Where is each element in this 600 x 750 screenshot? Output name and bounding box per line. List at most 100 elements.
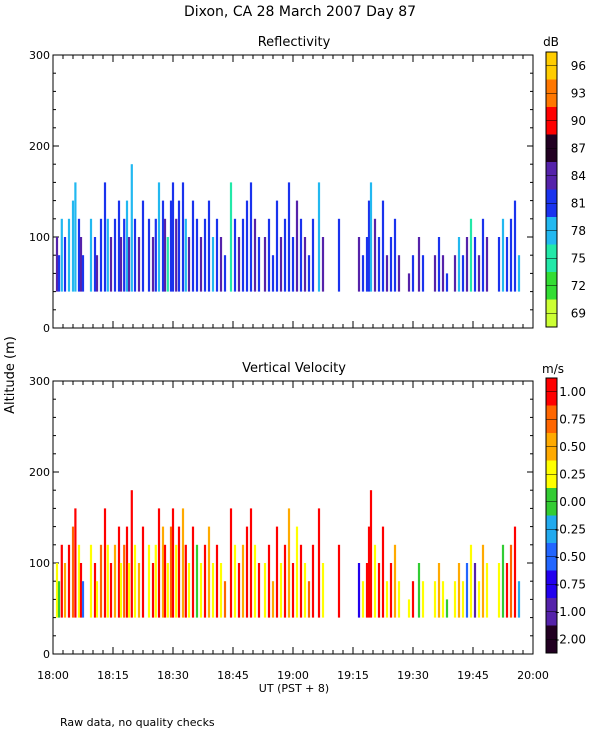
echo-column xyxy=(321,237,325,292)
echo-column xyxy=(125,200,129,292)
x-tick-label: 18:15 xyxy=(97,669,129,682)
echo-column xyxy=(163,544,167,618)
echo-column xyxy=(385,581,389,618)
x-tick-label: 18:45 xyxy=(217,669,249,682)
echo-column xyxy=(303,563,307,618)
x-tick-label: 19:00 xyxy=(277,669,309,682)
echo-column xyxy=(57,581,61,618)
echo-column xyxy=(481,218,485,292)
y-tick-label: 100 xyxy=(29,557,50,570)
echo-column xyxy=(457,237,461,292)
echo-column xyxy=(393,218,397,292)
echo-column xyxy=(207,200,211,292)
echo-column xyxy=(141,526,145,618)
echo-column xyxy=(219,237,223,292)
echo-column xyxy=(377,563,381,618)
echo-column xyxy=(249,508,253,618)
echo-column xyxy=(465,563,469,618)
echo-column xyxy=(287,508,291,618)
echo-column xyxy=(130,490,133,618)
echo-column xyxy=(215,218,219,292)
echo-column xyxy=(211,563,215,618)
echo-column xyxy=(373,544,377,618)
echo-column xyxy=(505,237,509,292)
echo-column xyxy=(229,182,233,292)
echo-column xyxy=(177,526,181,618)
echo-column xyxy=(407,273,411,292)
colorbar-label: 78 xyxy=(571,224,586,238)
echo-column xyxy=(93,237,97,292)
x-tick-label: 19:30 xyxy=(397,669,429,682)
echo-column xyxy=(441,581,445,618)
echo-column xyxy=(171,508,175,618)
echo-column xyxy=(154,218,157,292)
echo-column xyxy=(517,255,521,292)
echo-column xyxy=(74,508,77,618)
echo-column xyxy=(509,218,513,292)
x-tick-label: 18:00 xyxy=(37,669,69,682)
x-tick-label: 18:30 xyxy=(157,669,189,682)
colorbar-label: 0.25 xyxy=(559,467,586,481)
echo-column xyxy=(477,581,481,618)
echo-column xyxy=(113,218,117,292)
velocity-panel: Vertical Velocity 0 100 200 300 18:00 18:15 1… xyxy=(29,361,586,682)
echo-column xyxy=(389,563,393,618)
echo-column xyxy=(473,237,477,292)
echo-column xyxy=(299,218,303,292)
echo-column xyxy=(283,218,287,292)
velocity-title: Vertical Velocity xyxy=(242,361,346,376)
echo-column xyxy=(127,563,131,618)
echo-column xyxy=(117,200,121,292)
echo-column xyxy=(109,563,113,618)
colorbar-label: -0.75 xyxy=(555,577,586,591)
echo-column xyxy=(287,182,291,292)
echo-column xyxy=(93,563,97,618)
echo-column xyxy=(299,544,303,618)
echo-column xyxy=(361,581,365,618)
echo-column xyxy=(283,544,287,618)
echo-column xyxy=(199,237,203,292)
echo-column xyxy=(175,544,178,618)
echo-column xyxy=(433,581,437,618)
echo-column xyxy=(257,237,261,292)
echo-column xyxy=(119,237,123,292)
echo-column xyxy=(357,563,361,618)
echo-column xyxy=(123,544,126,618)
echo-column xyxy=(321,563,325,618)
colorbar-label: 84 xyxy=(571,169,586,183)
echo-column xyxy=(163,218,167,292)
echo-column xyxy=(177,200,181,292)
echo-column xyxy=(357,237,361,292)
echo-column xyxy=(417,563,421,618)
y-tick-label: 300 xyxy=(29,375,50,388)
echo-column xyxy=(157,508,161,618)
echo-column xyxy=(103,508,107,618)
echo-column xyxy=(127,237,131,292)
echo-column xyxy=(245,200,249,292)
echo-column xyxy=(267,544,271,618)
echo-column xyxy=(130,164,133,292)
colorbar-label: 93 xyxy=(571,86,586,100)
echo-column xyxy=(119,563,123,618)
echo-column xyxy=(469,544,473,618)
echo-column xyxy=(77,218,81,292)
y-tick-label: 200 xyxy=(29,466,50,479)
echo-column xyxy=(367,526,371,618)
echo-column xyxy=(361,255,365,292)
echo-column xyxy=(267,218,271,292)
echo-column xyxy=(184,218,187,292)
echo-column xyxy=(233,218,237,292)
echo-column xyxy=(103,182,107,292)
colorbar-label: -1.00 xyxy=(555,605,586,619)
echo-column xyxy=(303,237,307,292)
echo-column xyxy=(117,526,121,618)
colorbar-label: 0.50 xyxy=(559,440,586,454)
echo-column xyxy=(369,182,373,292)
echo-column xyxy=(253,218,257,292)
y-tick-label: 0 xyxy=(43,648,50,661)
echo-column xyxy=(147,218,151,292)
echo-column xyxy=(497,237,501,292)
echo-column xyxy=(445,273,449,292)
echo-column xyxy=(365,237,369,292)
echo-column xyxy=(365,563,369,618)
